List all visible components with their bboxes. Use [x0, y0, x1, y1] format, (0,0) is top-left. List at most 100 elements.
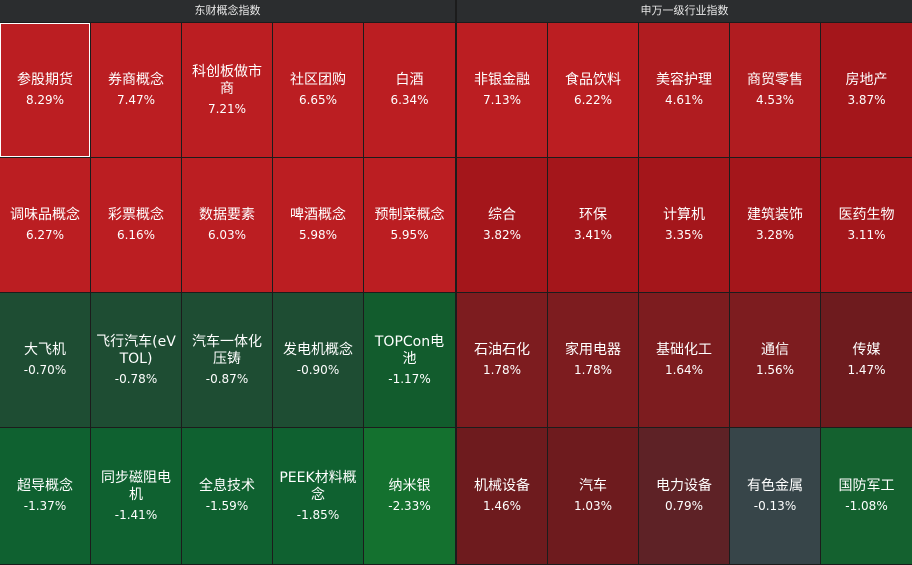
- cell-change-percent: -0.70%: [23, 363, 67, 377]
- heatmap-cell[interactable]: 飞行汽车(eVTOL) -0.78%: [91, 293, 181, 427]
- heatmap-cell[interactable]: 商贸零售 4.53%: [730, 23, 820, 157]
- heatmap-cell[interactable]: 同步磁阻电机 -1.41%: [91, 428, 181, 564]
- cell-change-percent: 1.64%: [664, 363, 704, 377]
- cell-name: 计算机: [663, 207, 705, 223]
- heatmap-cell[interactable]: 超导概念 -1.37%: [0, 428, 90, 564]
- cell-name: 医药生物: [838, 207, 895, 223]
- heatmap-cell[interactable]: 调味品概念 6.27%: [0, 158, 90, 292]
- cell-name: 通信: [761, 342, 789, 358]
- cell-name: 参股期货: [17, 72, 73, 88]
- cell-change-percent: 3.87%: [847, 93, 886, 107]
- cell-name: 电力设备: [656, 478, 712, 494]
- heatmap-cell[interactable]: 房地产 3.87%: [821, 23, 912, 157]
- cell-name: 超导概念: [17, 478, 73, 494]
- heatmap-cell[interactable]: 食品饮料 6.22%: [548, 23, 638, 157]
- cell-name: 飞行汽车(eVTOL): [96, 333, 176, 367]
- cell-name: 国防军工: [838, 478, 895, 494]
- cell-name: PEEK材料概念: [279, 469, 357, 503]
- cell-change-percent: 6.22%: [573, 93, 613, 107]
- cell-name: 社区团购: [290, 72, 346, 88]
- heatmap-cell[interactable]: 通信 1.56%: [730, 293, 820, 427]
- cell-change-percent: -1.17%: [388, 371, 431, 386]
- cell-change-percent: -0.87%: [205, 371, 249, 386]
- cell-change-percent: 1.03%: [573, 499, 613, 513]
- heatmap-cell[interactable]: 白酒 6.34%: [364, 23, 455, 157]
- cell-change-percent: 6.34%: [390, 93, 429, 107]
- heatmap-cell[interactable]: 环保 3.41%: [548, 158, 638, 292]
- cell-name: 环保: [579, 207, 607, 223]
- cell-name: 有色金属: [747, 478, 803, 494]
- panel-title: 东财概念指数: [0, 0, 455, 22]
- cell-change-percent: -1.85%: [296, 507, 340, 522]
- cell-change-percent: 3.28%: [755, 228, 795, 242]
- cell-name: 综合: [488, 207, 516, 223]
- heatmap-cell[interactable]: 电力设备 0.79%: [639, 428, 729, 564]
- cell-name: 传媒: [852, 342, 881, 358]
- concept-index-panel: 东财概念指数 参股期货 8.29% 券商概念 7.47% 科创板做市商 7.21% 社区团购…: [0, 0, 455, 565]
- heatmap-cell[interactable]: 计算机 3.35%: [639, 158, 729, 292]
- cell-change-percent: -1.37%: [23, 499, 67, 513]
- heatmap-cell[interactable]: 全息技术 -1.59%: [182, 428, 272, 564]
- cell-name: 啤酒概念: [290, 207, 346, 223]
- heatmap-cell[interactable]: 汽车一体化压铸 -0.87%: [182, 293, 272, 427]
- cell-change-percent: 6.27%: [25, 228, 65, 242]
- cell-name: 商贸零售: [747, 72, 803, 88]
- cell-change-percent: 6.16%: [116, 228, 156, 242]
- cell-name: 大飞机: [24, 342, 66, 358]
- heatmap-cell[interactable]: TOPCon电池 -1.17%: [364, 293, 455, 427]
- heatmap-cell[interactable]: 参股期货 8.29%: [0, 23, 90, 157]
- cell-change-percent: 3.35%: [664, 228, 704, 242]
- heatmap-cell[interactable]: 综合 3.82%: [457, 158, 547, 292]
- cell-name: 券商概念: [108, 72, 164, 88]
- cell-name: TOPCon电池: [374, 333, 445, 367]
- cell-change-percent: -1.41%: [114, 507, 158, 522]
- cell-change-percent: 3.11%: [847, 228, 886, 242]
- heatmap-cell[interactable]: 数据要素 6.03%: [182, 158, 272, 292]
- cell-change-percent: 7.21%: [207, 101, 247, 116]
- cell-change-percent: 6.65%: [298, 93, 338, 107]
- heatmap-cell[interactable]: 非银金融 7.13%: [457, 23, 547, 157]
- cell-change-percent: 1.46%: [482, 499, 522, 513]
- heatmap-grid: 参股期货 8.29% 券商概念 7.47% 科创板做市商 7.21% 社区团购 6.65% 白酒…: [0, 23, 455, 565]
- cell-change-percent: 7.47%: [116, 93, 156, 107]
- heatmap-cell[interactable]: 石油石化 1.78%: [457, 293, 547, 427]
- cell-name: 房地产: [845, 72, 888, 88]
- cell-change-percent: 6.03%: [207, 228, 247, 242]
- heatmap-cell[interactable]: 美容护理 4.61%: [639, 23, 729, 157]
- heatmap-cell[interactable]: 汽车 1.03%: [548, 428, 638, 564]
- heatmap-cell[interactable]: 券商概念 7.47%: [91, 23, 181, 157]
- heatmap-cell[interactable]: 大飞机 -0.70%: [0, 293, 90, 427]
- cell-name: 建筑装饰: [747, 207, 803, 223]
- heatmap-cell[interactable]: 发电机概念 -0.90%: [273, 293, 363, 427]
- heatmap-cell[interactable]: 家用电器 1.78%: [548, 293, 638, 427]
- cell-name: 科创板做市商: [192, 63, 262, 97]
- cell-name: 白酒: [395, 72, 424, 88]
- heatmap-cell[interactable]: 医药生物 3.11%: [821, 158, 912, 292]
- heatmap-cell[interactable]: 有色金属 -0.13%: [730, 428, 820, 564]
- cell-change-percent: 3.82%: [482, 228, 522, 242]
- heatmap-cell[interactable]: 国防军工 -1.08%: [821, 428, 912, 564]
- heatmap-cell[interactable]: 建筑装饰 3.28%: [730, 158, 820, 292]
- heatmap-cell[interactable]: 基础化工 1.64%: [639, 293, 729, 427]
- cell-name: 机械设备: [474, 478, 530, 494]
- cell-name: 基础化工: [656, 342, 712, 358]
- cell-name: 汽车: [579, 478, 607, 494]
- heatmap-cell[interactable]: 传媒 1.47%: [821, 293, 912, 427]
- heatmap-cell[interactable]: 预制菜概念 5.95%: [364, 158, 455, 292]
- heatmap-cell[interactable]: 社区团购 6.65%: [273, 23, 363, 157]
- heatmap-cell[interactable]: PEEK材料概念 -1.85%: [273, 428, 363, 564]
- cell-change-percent: 8.29%: [25, 93, 65, 107]
- heatmap-cell[interactable]: 科创板做市商 7.21%: [182, 23, 272, 157]
- heatmap-grid: 非银金融 7.13% 食品饮料 6.22% 美容护理 4.61% 商贸零售 4.53% 房地产 3…: [457, 23, 912, 565]
- cell-name: 非银金融: [474, 72, 530, 88]
- heatmap-cell[interactable]: 机械设备 1.46%: [457, 428, 547, 564]
- heatmap-cell[interactable]: 纳米银 -2.33%: [364, 428, 455, 564]
- cell-name: 食品饮料: [565, 72, 621, 88]
- cell-name: 石油石化: [474, 342, 530, 358]
- heatmap-cell[interactable]: 彩票概念 6.16%: [91, 158, 181, 292]
- heatmap-cell[interactable]: 啤酒概念 5.98%: [273, 158, 363, 292]
- panel-title: 申万一级行业指数: [457, 0, 912, 22]
- cell-name: 纳米银: [388, 478, 431, 494]
- cell-change-percent: 3.41%: [573, 228, 613, 242]
- cell-change-percent: 7.13%: [482, 93, 522, 107]
